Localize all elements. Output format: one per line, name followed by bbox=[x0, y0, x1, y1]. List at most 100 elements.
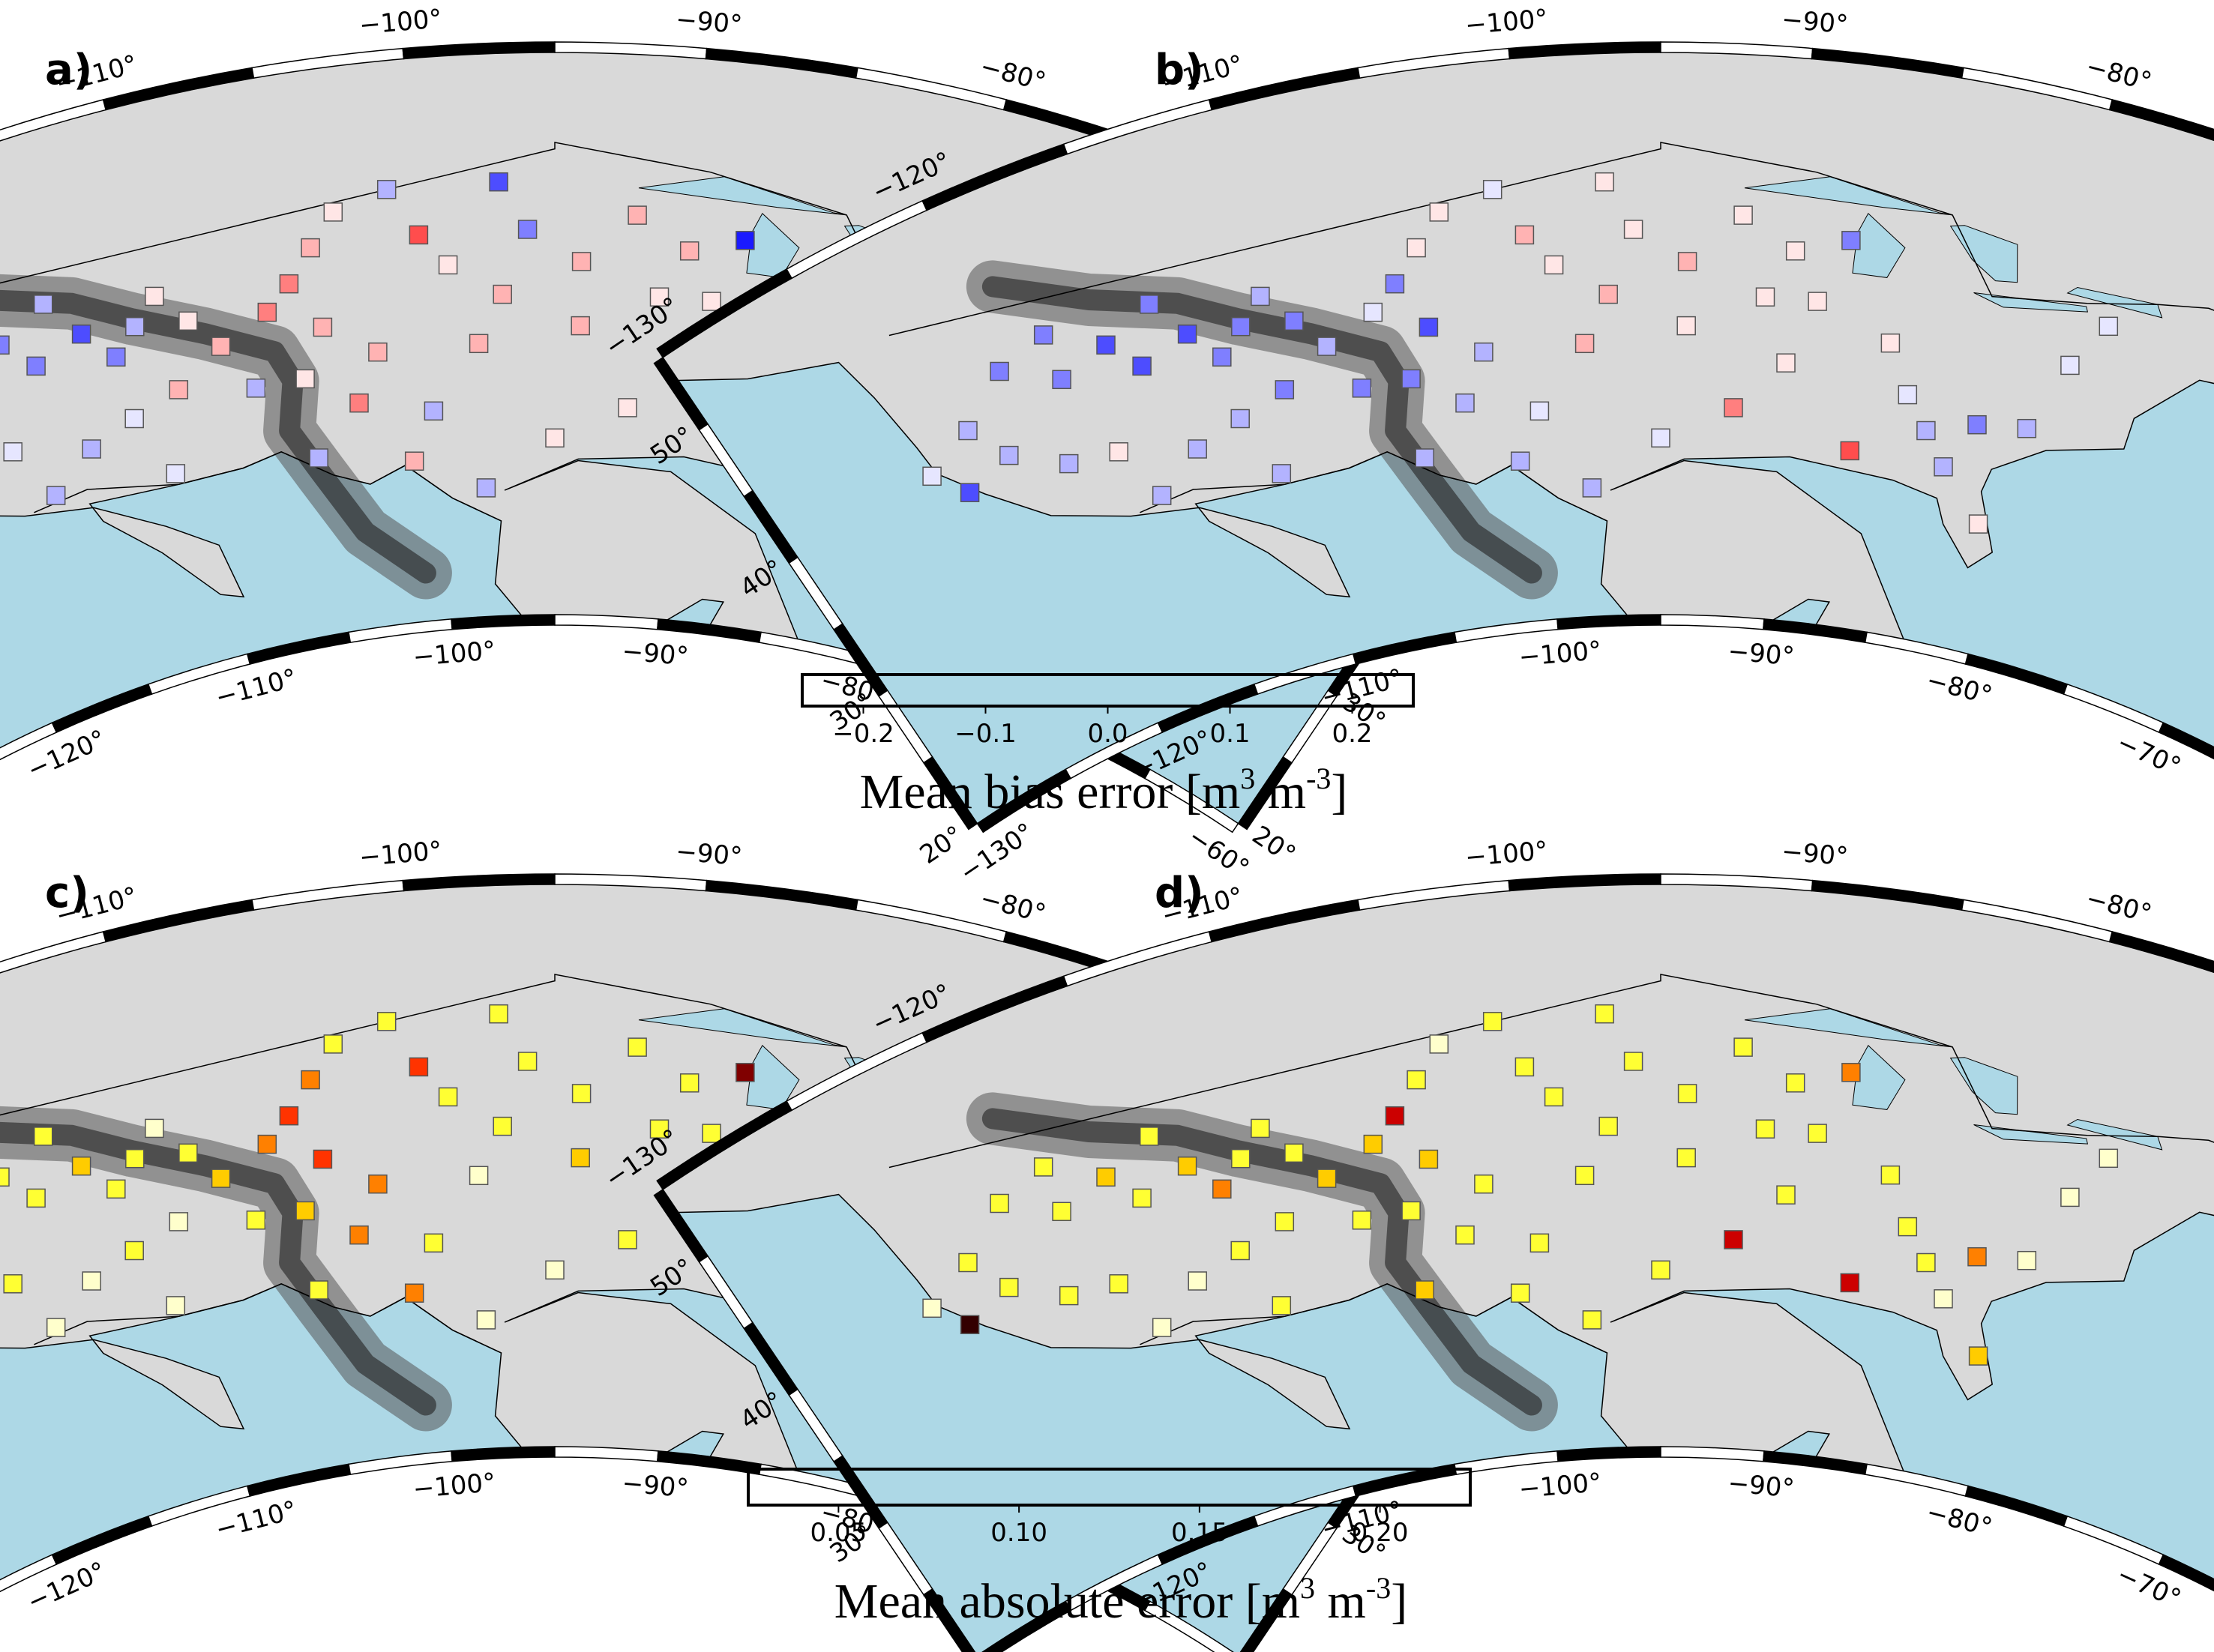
station-marker bbox=[1401, 369, 1421, 389]
station-marker bbox=[1934, 1289, 1953, 1309]
station-marker bbox=[409, 1057, 429, 1077]
station-marker bbox=[1755, 1119, 1775, 1139]
station-marker bbox=[1776, 353, 1796, 373]
station-marker bbox=[618, 398, 637, 417]
map-panel-b: −130°−130°−120°−120°−110°−110°−100°−100°… bbox=[600, 4, 2214, 888]
station-marker bbox=[1880, 1165, 1901, 1185]
lon-label-top: −100° bbox=[358, 4, 443, 40]
station-marker bbox=[71, 324, 91, 344]
lon-label-bottom: −90° bbox=[1727, 1468, 1796, 1504]
station-marker bbox=[33, 1127, 53, 1146]
colorbar-mae-title-mid: m bbox=[1315, 1574, 1366, 1629]
station-marker bbox=[145, 1118, 164, 1139]
station-marker bbox=[517, 1052, 538, 1071]
station-marker bbox=[1598, 1116, 1618, 1136]
station-marker bbox=[1415, 448, 1434, 468]
station-marker bbox=[1272, 1296, 1292, 1315]
station-marker bbox=[1916, 420, 1936, 441]
panel-label-c: c) bbox=[45, 869, 89, 917]
station-marker bbox=[124, 409, 144, 429]
station-marker bbox=[1755, 287, 1775, 307]
station-marker bbox=[958, 420, 978, 441]
station-marker bbox=[368, 1174, 388, 1194]
station-marker bbox=[1132, 356, 1152, 376]
station-marker bbox=[1407, 1070, 1426, 1090]
station-marker bbox=[1188, 1271, 1207, 1291]
station-marker bbox=[1544, 255, 1564, 275]
lon-label-top: −80° bbox=[977, 52, 1049, 97]
colorbar-tick-label: −0.1 bbox=[954, 719, 1017, 749]
colorbar-mean-bias: −0.2 −0.1 0.0 0.1 0.2 bbox=[801, 673, 1415, 749]
station-marker bbox=[301, 1070, 320, 1090]
station-marker bbox=[571, 1148, 590, 1168]
station-marker bbox=[649, 287, 670, 307]
station-marker bbox=[1676, 316, 1696, 336]
station-marker bbox=[1880, 333, 1901, 353]
station-marker bbox=[1967, 414, 1987, 435]
station-marker bbox=[323, 1034, 343, 1054]
station-marker bbox=[649, 1119, 670, 1139]
country-border bbox=[1140, 450, 1607, 522]
lon-label-bottom: −90° bbox=[1727, 636, 1796, 672]
station-marker bbox=[1052, 370, 1071, 390]
station-marker bbox=[1275, 380, 1295, 400]
station-marker bbox=[1152, 486, 1172, 505]
great-lake bbox=[1852, 1044, 1906, 1110]
station-marker bbox=[424, 1233, 444, 1253]
station-marker bbox=[1529, 401, 1550, 421]
great-lake bbox=[1949, 225, 2018, 283]
station-marker bbox=[1474, 1174, 1493, 1194]
station-marker bbox=[1132, 1188, 1152, 1208]
station-marker bbox=[1455, 393, 1475, 413]
station-marker bbox=[0, 335, 10, 355]
colorbar-tick-label: 0.20 bbox=[1352, 1518, 1409, 1548]
panel-label-a: a) bbox=[45, 46, 92, 94]
lon-label-bottom: −80° bbox=[1923, 665, 1995, 711]
station-marker bbox=[571, 252, 592, 271]
station-marker bbox=[545, 1260, 565, 1280]
station-marker bbox=[211, 1169, 231, 1188]
colorbar-bias-title-mid: m bbox=[1255, 765, 1306, 819]
frame-segment bbox=[2158, 722, 2214, 760]
station-marker bbox=[211, 337, 231, 356]
station-marker bbox=[1272, 464, 1292, 483]
station-marker bbox=[1385, 274, 1405, 294]
colorbar-bias-title: Mean bias error [m3 m-3] bbox=[860, 762, 1348, 819]
station-marker bbox=[1317, 337, 1337, 356]
station-marker bbox=[1724, 1230, 1743, 1249]
station-marker bbox=[33, 295, 53, 314]
station-marker bbox=[1840, 441, 1860, 461]
station-marker bbox=[166, 464, 186, 483]
station-marker bbox=[125, 316, 145, 337]
station-marker bbox=[2099, 1148, 2119, 1169]
station-marker bbox=[0, 1167, 10, 1187]
station-marker bbox=[1934, 457, 1953, 477]
lon-label-top: −100° bbox=[1464, 836, 1549, 872]
station-marker bbox=[1544, 1087, 1564, 1107]
station-marker bbox=[628, 1037, 647, 1057]
station-marker bbox=[169, 380, 189, 400]
station-marker bbox=[1623, 220, 1643, 239]
station-marker bbox=[82, 439, 101, 459]
station-marker bbox=[26, 356, 46, 376]
colorbar-mae-title-sup1: 3 bbox=[1300, 1571, 1315, 1605]
station-marker bbox=[1967, 1246, 1987, 1267]
station-marker bbox=[1785, 1073, 1805, 1093]
station-marker bbox=[438, 1087, 458, 1107]
station-marker bbox=[349, 393, 369, 413]
colorbar-frame bbox=[747, 1468, 1472, 1507]
station-marker bbox=[1363, 302, 1383, 322]
station-marker bbox=[1724, 398, 1743, 417]
colorbar-mae-title-sup2: -3 bbox=[1366, 1571, 1391, 1605]
station-marker bbox=[323, 202, 343, 222]
station-marker bbox=[1510, 1283, 1530, 1303]
station-marker bbox=[476, 1310, 496, 1330]
station-marker bbox=[1059, 1285, 1079, 1306]
station-marker bbox=[679, 241, 700, 261]
station-marker bbox=[1177, 1156, 1197, 1176]
station-marker bbox=[1841, 231, 1861, 250]
station-marker bbox=[409, 225, 429, 245]
station-marker bbox=[178, 311, 198, 331]
